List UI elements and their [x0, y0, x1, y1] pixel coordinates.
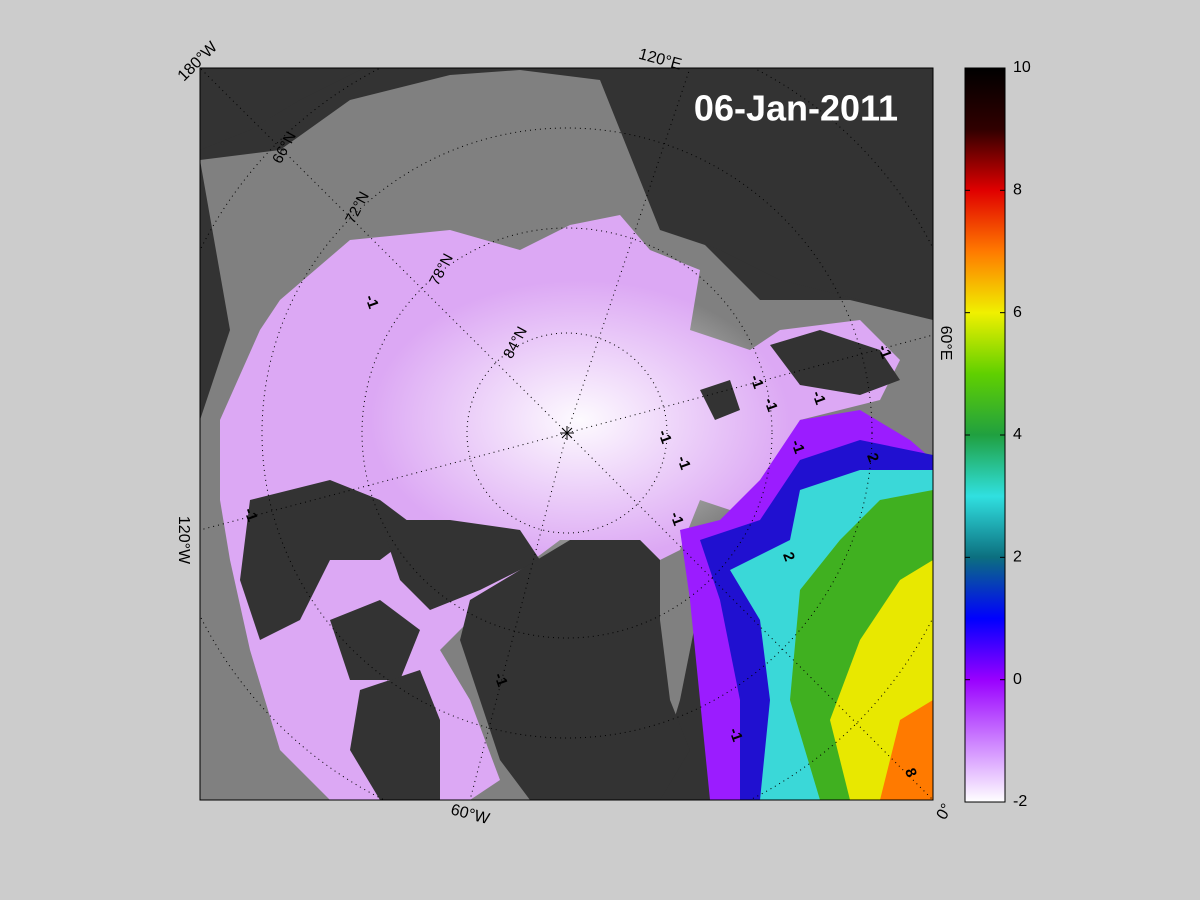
- colorbar-tick-label: 0: [1013, 671, 1022, 688]
- contour-label: -1: [666, 510, 687, 528]
- longitude-label: 0°: [934, 801, 956, 823]
- colorbar-tick-label: 2: [1013, 549, 1022, 566]
- svalbard: [770, 330, 900, 395]
- contour-label: -1: [654, 428, 675, 446]
- island: [350, 670, 440, 800]
- longitude-label: 120°W: [175, 516, 192, 565]
- map-frame: [199, 67, 934, 801]
- date-title: 06-Jan-2011: [694, 88, 898, 129]
- colorbar-tick-label: -2: [1013, 793, 1027, 810]
- contour-label: -1: [361, 293, 382, 311]
- contour-label: -1: [240, 506, 261, 524]
- map: [200, 68, 933, 800]
- russia: [640, 70, 933, 300]
- contour-label: -1: [874, 343, 895, 361]
- colorbar-tick-label: 4: [1013, 426, 1022, 443]
- contour-label: -1: [725, 726, 746, 744]
- longitude-label: 60°E: [937, 326, 954, 361]
- colorbar-tick-label: 8: [1013, 182, 1022, 199]
- contour-label: -1: [673, 454, 694, 472]
- alaska: [200, 70, 360, 150]
- greenland: [460, 540, 690, 800]
- graticule: [200, 68, 933, 800]
- pole-marker: [560, 426, 574, 440]
- island: [240, 480, 420, 640]
- contour-label: -1: [760, 396, 781, 414]
- contour-label: -1: [787, 438, 808, 456]
- atlantic-8: [880, 700, 933, 800]
- colorbar-tick-label: 10: [1013, 59, 1031, 76]
- pole-highlight: [370, 280, 790, 560]
- franz-josef: [700, 380, 740, 420]
- island: [330, 600, 420, 680]
- longitude-label: 60°W: [449, 801, 492, 828]
- contour-label: -1: [808, 389, 829, 407]
- colorbar: [964, 67, 1006, 803]
- colorbar-tick-label: 6: [1013, 304, 1022, 321]
- island: [380, 520, 540, 610]
- contour-label: -1: [490, 671, 511, 689]
- contour-label: -1: [746, 373, 767, 391]
